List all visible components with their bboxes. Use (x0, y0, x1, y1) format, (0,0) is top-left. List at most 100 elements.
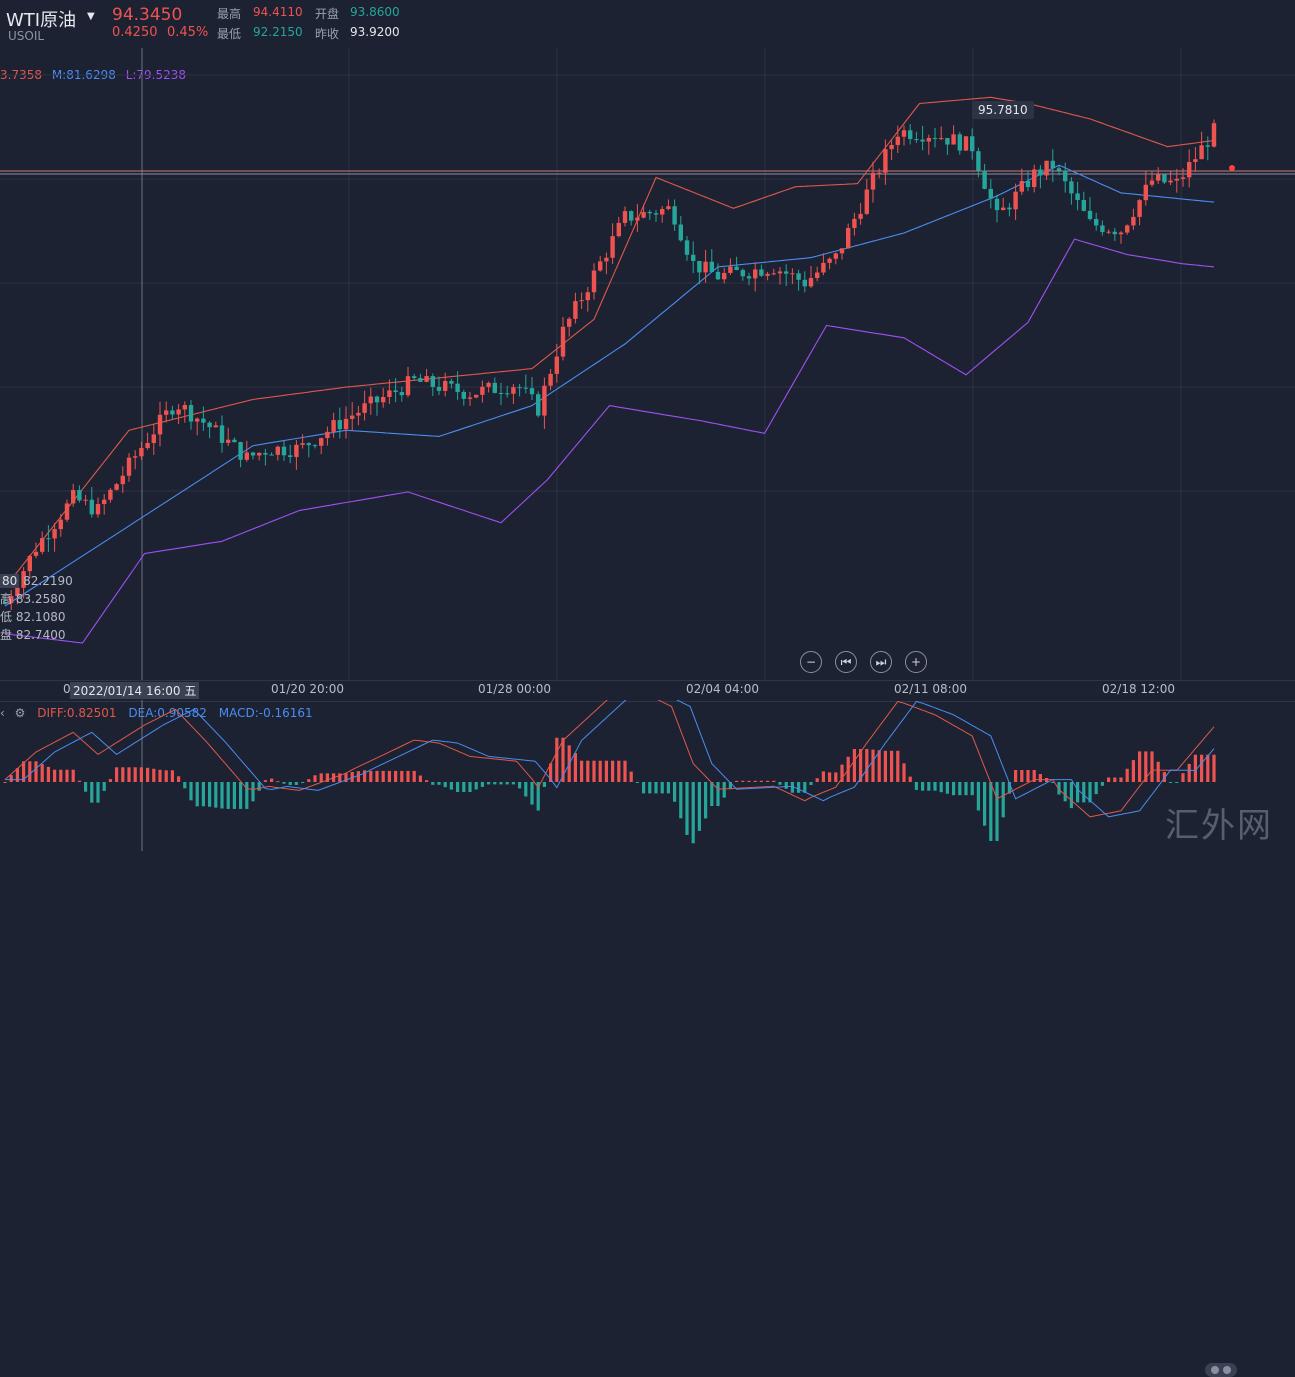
macd-bar (369, 770, 373, 782)
quote-header: WTI原油 ▼ USOIL 94.3450 0.4250 0.45% 最高 94… (0, 0, 1295, 48)
gear-icon[interactable]: ⚙ (14, 706, 26, 720)
macd-bar (1014, 770, 1018, 782)
macd-bar (673, 782, 677, 802)
macd-bar (871, 749, 875, 782)
panel-toggle[interactable] (1205, 1363, 1237, 1377)
macd-bar (660, 782, 664, 794)
macd-bar (363, 770, 367, 782)
macd-bar (46, 766, 50, 782)
candle-body (610, 236, 615, 258)
candle-body (232, 439, 237, 443)
macd-bar (189, 782, 193, 801)
macd-bar (288, 782, 292, 785)
macd-bar (902, 763, 906, 782)
candle-body (77, 490, 82, 501)
candle-body (759, 269, 764, 276)
candle-body (1063, 170, 1068, 182)
candle-body (250, 452, 256, 456)
candle-body (672, 206, 677, 225)
macd-bar (834, 772, 838, 782)
zoom-in-button[interactable]: + (905, 651, 927, 673)
candle-body (523, 387, 528, 389)
candle-body (1081, 200, 1086, 211)
candle-body (133, 456, 138, 458)
macd-bar (617, 760, 621, 782)
macd-bar (1001, 782, 1005, 818)
candle-body (1193, 159, 1198, 162)
tooltip-badge: 80 (0, 574, 20, 588)
candle-body (1149, 180, 1155, 185)
candle-body (839, 248, 845, 254)
candle-body (1205, 145, 1210, 147)
macd-bar (728, 782, 732, 790)
tooltip-low-label: 低 (0, 610, 13, 624)
macd-bar (530, 782, 534, 805)
candle-body (120, 475, 125, 485)
candle-body (573, 301, 578, 319)
macd-bar (282, 782, 286, 784)
candle-body (517, 387, 522, 389)
candle-body (951, 134, 956, 145)
macd-bar (1125, 768, 1129, 782)
caret-down-icon[interactable]: ▼ (87, 11, 95, 22)
macd-bar (1119, 777, 1123, 782)
price-change: 0.4250 (112, 25, 158, 40)
symbol-title[interactable]: WTI原油 (6, 10, 77, 31)
macd-bar (183, 782, 187, 789)
macd-bar (518, 782, 522, 789)
chevron-left-icon[interactable]: ‹ (0, 706, 5, 720)
candle-body (368, 396, 373, 404)
macd-bar (735, 780, 739, 782)
macd-chart[interactable] (0, 700, 1295, 851)
candle-body (455, 383, 460, 392)
macd-dea-line (5, 700, 1215, 818)
candle-body (1112, 231, 1117, 235)
candle-body (33, 551, 39, 556)
zoom-out-button[interactable]: − (800, 651, 822, 673)
candle-body (498, 392, 504, 394)
candle-body (288, 455, 293, 457)
candle-body (40, 538, 45, 552)
macd-bar (1156, 761, 1160, 782)
candle-body (387, 390, 392, 397)
candlestick-chart[interactable] (0, 48, 1295, 680)
candle-body (58, 519, 63, 530)
candle-body (393, 390, 398, 393)
candle-body (1156, 174, 1161, 181)
macd-bar (499, 782, 503, 785)
macd-bar (3, 782, 7, 783)
candle-body (790, 273, 795, 275)
macd-bar (394, 770, 398, 782)
candle-body (1180, 177, 1186, 179)
candle-body (988, 188, 993, 199)
macd-bar (1169, 782, 1173, 783)
candle-body (188, 405, 194, 422)
macd-bar (319, 773, 323, 782)
candle-body (1044, 160, 1049, 176)
macd-bar (84, 782, 88, 792)
candle-body (461, 391, 466, 399)
candle-body (238, 442, 243, 460)
tooltip-open: 82.7400 (15, 628, 66, 642)
candle-body (808, 278, 814, 287)
macd-bar (511, 782, 515, 785)
candle-body (945, 138, 950, 145)
macd-bar (722, 782, 726, 798)
candle-body (715, 271, 721, 280)
macd-bar (815, 778, 819, 782)
candle-body (300, 443, 305, 445)
candle-body (666, 206, 671, 210)
candle-body (306, 443, 311, 446)
candle-body (877, 172, 882, 174)
macd-bar (133, 767, 137, 782)
macd-bar (474, 782, 478, 790)
open-value: 93.8600 (350, 5, 400, 19)
candle-body (777, 271, 783, 274)
candle-body (1100, 225, 1105, 233)
time-axis-label: 02/11 08:00 (894, 682, 967, 696)
macd-bar (214, 782, 218, 808)
scroll-end-button[interactable]: ⏭ (870, 651, 892, 673)
macd-bar (1032, 770, 1036, 782)
scroll-start-button[interactable]: ⏮ (835, 651, 857, 673)
macd-bar (666, 782, 670, 794)
